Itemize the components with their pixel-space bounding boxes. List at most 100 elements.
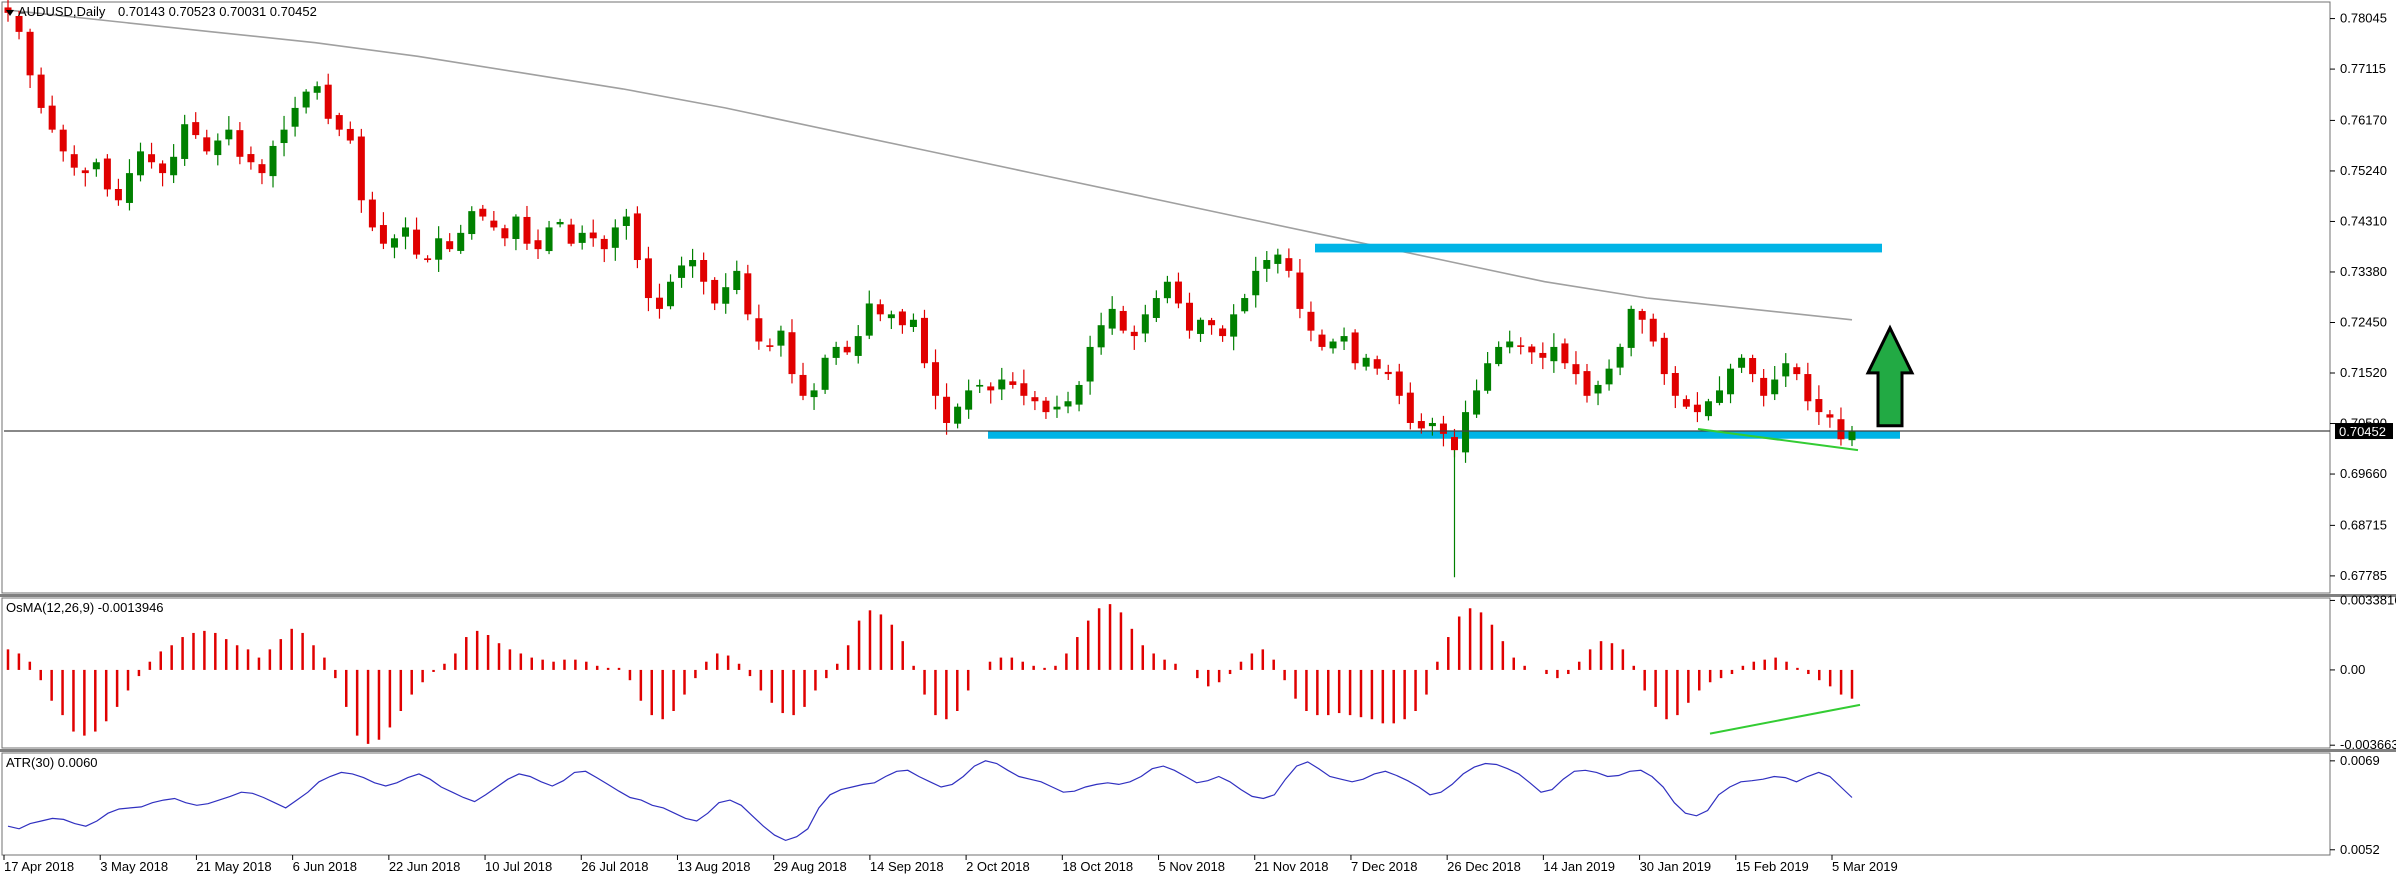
candle-body: [810, 390, 818, 398]
price-tick-label: 0.67785: [2340, 568, 2387, 583]
osma-tick-label: -0.0036634: [2340, 737, 2396, 752]
candle-body: [1373, 359, 1381, 369]
atr-tick-label: 0.0052: [2340, 842, 2380, 857]
candle-body: [512, 216, 520, 239]
time-tick-label: 3 May 2018: [100, 859, 168, 874]
candle-body: [1274, 254, 1282, 264]
ohlc-readout: 0.70143 0.70523 0.70031 0.70452: [118, 4, 317, 19]
candle-body: [1108, 308, 1116, 329]
candle-body: [1473, 390, 1481, 415]
candle-body: [965, 390, 973, 410]
candle-body: [48, 105, 56, 130]
candle-body: [821, 357, 829, 390]
time-tick-label: 30 Jan 2019: [1640, 859, 1712, 874]
candle-body: [1638, 311, 1646, 320]
current-price-value: 0.70452: [2339, 424, 2386, 439]
candle-body: [114, 188, 122, 201]
candle-body: [1285, 258, 1293, 271]
candle-body: [1671, 373, 1679, 396]
candle-body: [1550, 346, 1558, 362]
candle-body: [258, 164, 266, 174]
candle-body: [1219, 328, 1227, 337]
candle-body: [1395, 371, 1403, 396]
candle-body: [1009, 381, 1017, 385]
candle-body: [1053, 406, 1061, 410]
candle-body: [689, 260, 697, 267]
candle-body: [1649, 318, 1657, 342]
candle-body: [1119, 310, 1127, 331]
candle-body: [1230, 314, 1238, 337]
candle-body: [1704, 401, 1712, 417]
candle-body: [909, 319, 917, 328]
time-tick-label: 17 Apr 2018: [4, 859, 74, 874]
osma-histogram: [6, 604, 1861, 744]
candle-body: [545, 227, 553, 252]
candle-body: [1351, 332, 1359, 364]
osma-label: OsMA(12,26,9) -0.0013946: [6, 600, 164, 615]
candle-body: [1561, 343, 1569, 364]
candle-body: [479, 208, 487, 217]
candle-body: [1042, 400, 1050, 413]
candle-body: [70, 154, 78, 168]
time-tick-label: 7 Dec 2018: [1351, 859, 1418, 874]
time-tick-label: 13 Aug 2018: [677, 859, 750, 874]
candle-body: [1417, 421, 1425, 429]
collapse-triangle-icon[interactable]: [6, 10, 14, 16]
price-tick-label: 0.78045: [2340, 11, 2387, 26]
candle-body: [1075, 384, 1083, 405]
candle-body: [843, 346, 851, 353]
candle-body: [589, 232, 597, 239]
symbol-header: AUDUSD,Daily 0.70143 0.70523 0.70031 0.7…: [6, 4, 317, 19]
candle-body: [1826, 414, 1834, 418]
time-tick-label: 14 Jan 2019: [1543, 859, 1615, 874]
candle-body: [1031, 397, 1039, 402]
candle-body: [1163, 281, 1171, 299]
candle-body: [125, 173, 133, 203]
panel-frame: [1, 752, 2331, 856]
osma-tick-label: 0.00: [2340, 662, 2365, 677]
candle-body: [1605, 368, 1613, 385]
candle-body: [1174, 281, 1182, 304]
candle-body: [1815, 399, 1823, 413]
candle-body: [1848, 431, 1856, 441]
candle-body: [777, 330, 785, 346]
candle-body: [578, 232, 586, 243]
time-tick-label: 29 Aug 2018: [774, 859, 847, 874]
candle-body: [1727, 368, 1735, 395]
candle-body: [1616, 346, 1624, 368]
time-tick-label: 10 Jul 2018: [485, 859, 552, 874]
candle-body: [622, 216, 630, 226]
candle-body: [379, 225, 387, 244]
price-tick-label: 0.68715: [2340, 517, 2387, 532]
current-price-tag: 0.70452: [2335, 423, 2393, 440]
candle-body: [236, 130, 244, 157]
candle-body: [1693, 404, 1701, 413]
candle-body: [457, 232, 465, 251]
price-tick-label: 0.76170: [2340, 112, 2387, 127]
candle-body: [932, 362, 940, 396]
candle-body: [446, 241, 454, 250]
candle-body: [887, 314, 895, 319]
candle-body: [170, 156, 178, 176]
candle-body: [1782, 363, 1790, 377]
candle-body: [832, 346, 840, 358]
candle-body: [1837, 419, 1845, 440]
candle-body: [766, 345, 774, 347]
candle-body: [103, 158, 111, 190]
candle-body: [214, 140, 222, 156]
candle-body: [192, 122, 200, 136]
atr-axis: 0.0069 0.0052: [2330, 753, 2380, 857]
candle-body: [1760, 377, 1768, 396]
time-tick-label: 26 Dec 2018: [1447, 859, 1521, 874]
candle-body: [788, 332, 796, 375]
candle-body: [368, 199, 376, 228]
atr-path: [7, 760, 1853, 842]
ma-path: [7, 9, 1853, 321]
time-tick-label: 14 Sep 2018: [870, 859, 944, 874]
candle-body: [269, 145, 277, 177]
candle-body: [755, 318, 763, 342]
candle-body: [1572, 364, 1580, 375]
candle-body: [280, 129, 288, 144]
